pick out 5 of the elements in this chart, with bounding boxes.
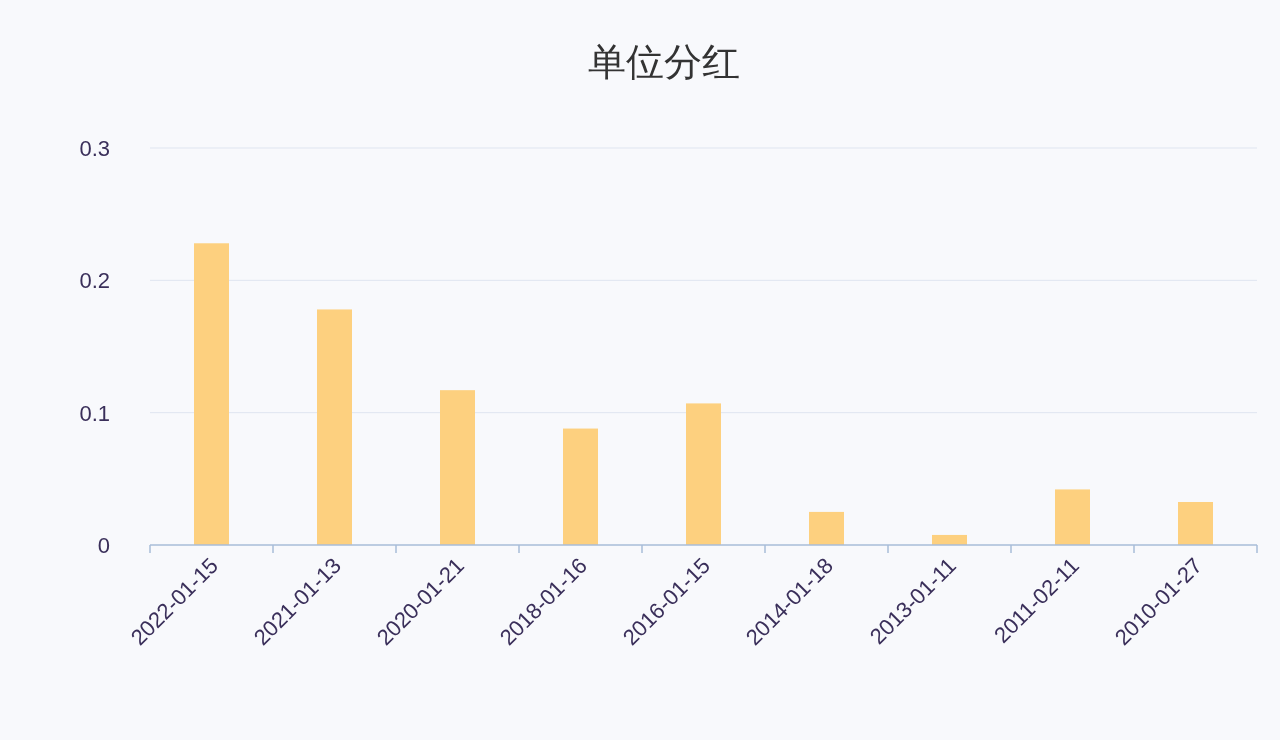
chart-title: 单位分红 xyxy=(587,41,740,83)
y-tick-label: 0.1 xyxy=(79,400,110,426)
y-tick-label: 0 xyxy=(97,533,110,558)
y-tick-label: 0.3 xyxy=(79,136,110,161)
y-tick-label: 0.2 xyxy=(79,268,110,294)
